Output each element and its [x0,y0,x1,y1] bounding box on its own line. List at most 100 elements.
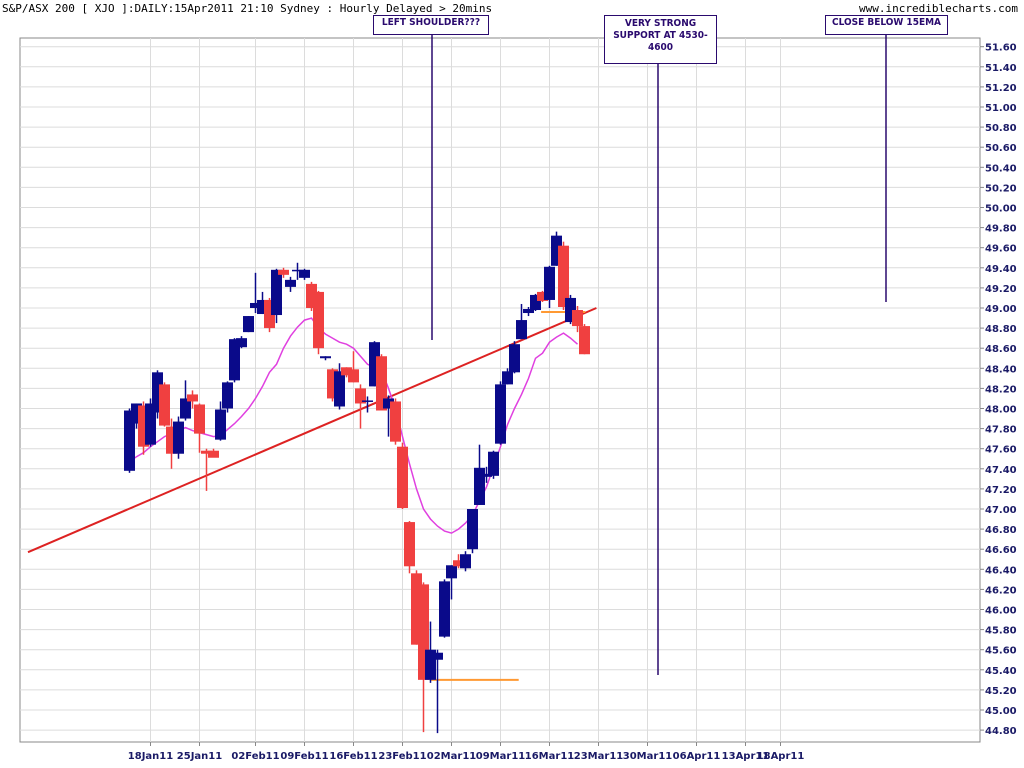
candle-down [313,290,324,355]
candle-body [362,400,373,402]
candle-body [306,283,317,308]
candle-down [166,418,177,469]
candle-down [376,354,387,411]
candle-up [516,303,527,340]
candle-body [516,320,527,340]
candle-body [222,382,233,409]
y-tick-label: 49.40 [985,264,1017,275]
y-tick-label: 45.80 [985,626,1017,637]
x-tick-label: 23Feb11 [378,751,426,762]
candle-down [341,367,352,378]
candle-body [341,367,352,376]
candle-body [376,356,387,411]
candle-body [390,401,401,442]
candle-up [551,231,562,266]
candle-body [229,339,240,381]
candle-body [250,302,261,308]
candle-body [495,384,506,444]
axes: 51.60 51.40 51.20 51.00 50.80 50.60 50.40 50.20… [128,43,1017,762]
candle-body [432,652,443,660]
candle-body [439,581,450,637]
annotation-pointers [431,35,887,675]
candle-up [425,621,436,683]
candle-up [509,341,520,374]
candle-down [579,324,590,355]
x-tick-label: 02Mar11 [427,751,477,762]
candle-down [159,382,170,427]
y-tick-label: 50.20 [985,183,1017,194]
candle-up [236,336,247,349]
candle-body [453,560,464,567]
y-tick-label: 45.60 [985,646,1017,657]
candle-down [397,442,408,509]
x-tick-label: 16Feb11 [329,751,377,762]
candle-down [355,384,366,429]
candle-body [565,297,576,323]
candle-body [404,522,415,567]
candle-up [124,408,135,473]
candle-body [194,404,205,434]
candle-body [530,294,541,311]
candle-down [558,241,569,311]
candle-body [523,309,534,314]
candle-up [250,272,261,314]
y-tick-label: 49.60 [985,244,1017,255]
x-tick-label: 18Jan11 [128,751,173,762]
site-name: www.incrediblecharts.com [859,2,1018,15]
y-tick-label: 48.80 [985,324,1017,335]
candle-down [264,297,275,333]
candle-body [579,326,590,355]
y-tick-label: 48.40 [985,364,1017,375]
x-tick-label: 13Apr11 [722,751,770,762]
candle-body [159,384,170,426]
y-tick-label: 51.00 [985,103,1017,114]
candle-body [138,405,149,447]
x-tick-label: 02Feb11 [231,751,279,762]
candle-body [166,426,177,454]
y-tick-label: 46.40 [985,565,1017,576]
x-tick-label: 06Apr11 [673,751,721,762]
candle-up [523,306,534,317]
candle-down [306,281,317,312]
candle-body [460,554,471,569]
candle-body [243,316,254,333]
candle-body [208,450,219,458]
candle-up [383,395,394,437]
candle-down [411,570,422,645]
x-tick-label: 18Apr11 [757,751,805,762]
candle-up [565,294,576,325]
y-tick-label: 45.40 [985,666,1017,677]
candle-up [145,398,156,447]
candle-up [215,401,226,441]
candle-up [432,649,443,734]
x-tick-label: 09Mar11 [476,751,526,762]
candle-up [369,341,380,387]
candle-body [124,410,135,471]
candle-body [551,235,562,266]
candle-down [537,290,548,302]
candle-body [544,266,555,300]
candle-body [334,371,345,407]
candle-body [537,291,548,301]
y-tick-label: 44.80 [985,726,1017,737]
y-tick-label: 45.00 [985,706,1017,717]
candle-body [187,394,198,402]
y-tick-label: 51.60 [985,43,1017,54]
candle-body [425,649,436,680]
y-tick-label: 51.40 [985,63,1017,74]
x-tick-label: 09Feb11 [280,751,328,762]
y-tick-label: 48.20 [985,384,1017,395]
candle-up [544,265,555,308]
candle-up [180,380,191,421]
y-tick-label: 50.40 [985,163,1017,174]
candle-down [348,351,359,383]
x-tick-label: 16Mar11 [525,751,575,762]
candle-body [369,342,380,387]
y-tick-label: 50.60 [985,143,1017,154]
candle-body [488,451,499,476]
candle-up [439,579,450,638]
candle-body [215,409,226,440]
y-tick-label: 47.00 [985,505,1017,516]
candle-body [271,269,282,316]
candle-up [446,565,457,600]
